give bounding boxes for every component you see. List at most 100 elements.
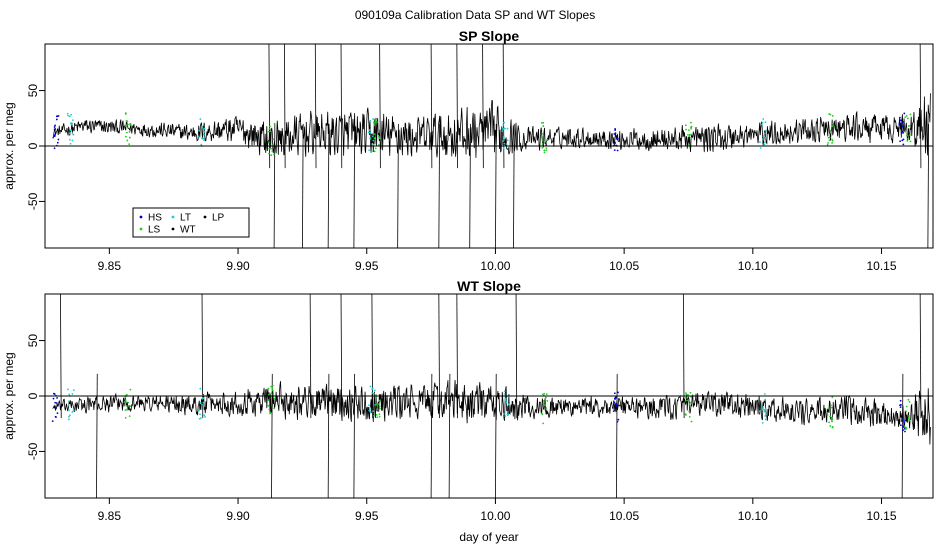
- calibration-point: [830, 406, 833, 409]
- calibration-point: [372, 143, 375, 146]
- calibration-point: [199, 118, 202, 120]
- legend-label: LP: [212, 213, 225, 224]
- calibration-point: [267, 399, 270, 402]
- calibration-point: [56, 403, 59, 406]
- calibration-point: [685, 128, 687, 131]
- calibration-point: [908, 124, 910, 127]
- calibration-point: [899, 399, 902, 402]
- calibration-point: [760, 405, 763, 408]
- calibration-point: [272, 393, 275, 396]
- calibration-point: [54, 401, 57, 404]
- calibration-point: [687, 393, 689, 396]
- calibration-point: [688, 135, 691, 138]
- x-tick-label: 9.85: [98, 259, 122, 273]
- calibration-point: [907, 398, 910, 401]
- calibration-point: [69, 129, 72, 132]
- calibration-point: [129, 122, 132, 125]
- data-spike: [919, 294, 922, 419]
- calibration-point: [543, 392, 546, 395]
- calibration-point: [759, 410, 761, 413]
- calibration-point: [202, 401, 205, 404]
- calibration-point: [764, 136, 767, 139]
- calibration-point: [371, 150, 373, 153]
- calibration-point: [373, 122, 375, 124]
- calibration-point: [373, 150, 376, 153]
- calibration-point: [197, 135, 200, 138]
- calibration-point: [759, 141, 761, 143]
- data-spike: [379, 44, 381, 169]
- calibration-point: [685, 393, 688, 396]
- calibration-point: [371, 392, 374, 394]
- calibration-point: [68, 409, 70, 412]
- calibration-point: [71, 393, 74, 395]
- calibration-point: [831, 114, 834, 117]
- calibration-point: [272, 138, 275, 141]
- data-spike: [283, 44, 286, 169]
- calibration-point: [68, 138, 71, 141]
- calibration-point: [904, 426, 907, 429]
- calibration-point: [267, 130, 270, 133]
- calibration-point: [271, 387, 274, 390]
- calibration-point: [71, 411, 74, 413]
- calibration-point: [198, 409, 200, 412]
- calibration-point: [764, 141, 766, 144]
- calibration-point: [273, 397, 276, 400]
- data-spike: [271, 373, 273, 498]
- x-tick-label: 9.85: [98, 509, 122, 523]
- y-tick-label: 50: [26, 334, 40, 348]
- calibration-point: [503, 142, 506, 145]
- calibration-point: [129, 405, 132, 408]
- calibration-point: [687, 133, 689, 136]
- calibration-point: [904, 116, 907, 119]
- calibration-point: [829, 415, 832, 418]
- calibration-point: [369, 137, 372, 140]
- calibration-point: [765, 129, 768, 132]
- calibration-point: [373, 137, 376, 140]
- calibration-point: [545, 141, 548, 144]
- data-spike: [495, 373, 497, 498]
- legend-marker: [139, 215, 143, 219]
- calibration-point: [504, 127, 506, 130]
- calibration-point: [271, 150, 274, 153]
- calibration-point: [902, 143, 905, 146]
- data-spike: [60, 294, 62, 419]
- calibration-point: [899, 424, 902, 427]
- calibration-point: [684, 396, 687, 399]
- calibration-point: [372, 118, 375, 120]
- calibration-point: [831, 420, 833, 423]
- calibration-point: [690, 127, 692, 130]
- calibration-point: [377, 135, 380, 138]
- calibration-point: [541, 146, 544, 149]
- calibration-point: [831, 142, 833, 144]
- panel-title: SP Slope: [459, 28, 520, 44]
- calibration-point: [378, 415, 381, 418]
- wt-slope-panel: WT Slope 9.85 9.90 9.95 10.00 10.05 10.10 10.15…: [2, 278, 934, 523]
- calibration-point: [829, 129, 832, 132]
- calibration-point: [71, 119, 74, 122]
- x-tick-label: 10.10: [738, 509, 768, 523]
- figure-title: 090109a Calibration Data SP and WT Slope…: [354, 8, 596, 22]
- data-spike: [448, 373, 451, 498]
- data-spike: [430, 44, 433, 169]
- calibration-point: [270, 154, 273, 157]
- data-spike: [438, 294, 440, 419]
- calibration-point: [540, 412, 543, 415]
- y-tick-label: 50: [26, 84, 40, 98]
- calibration-point: [204, 416, 206, 418]
- calibration-point: [371, 387, 374, 390]
- calibration-point: [199, 387, 202, 390]
- data-spike: [340, 294, 343, 419]
- calibration-point: [613, 392, 616, 395]
- y-tick-label: 0: [26, 392, 40, 399]
- calibration-point: [55, 118, 58, 121]
- calibration-point: [542, 132, 544, 135]
- calibration-point: [614, 132, 617, 135]
- x-tick-label: 10.05: [609, 509, 639, 523]
- calibration-point: [376, 408, 379, 410]
- calibration-point: [372, 392, 375, 395]
- calibration-point: [71, 139, 74, 142]
- calibration-point: [544, 396, 547, 399]
- calibration-point: [612, 410, 615, 413]
- calibration-point: [764, 121, 767, 124]
- calibration-point: [826, 413, 829, 416]
